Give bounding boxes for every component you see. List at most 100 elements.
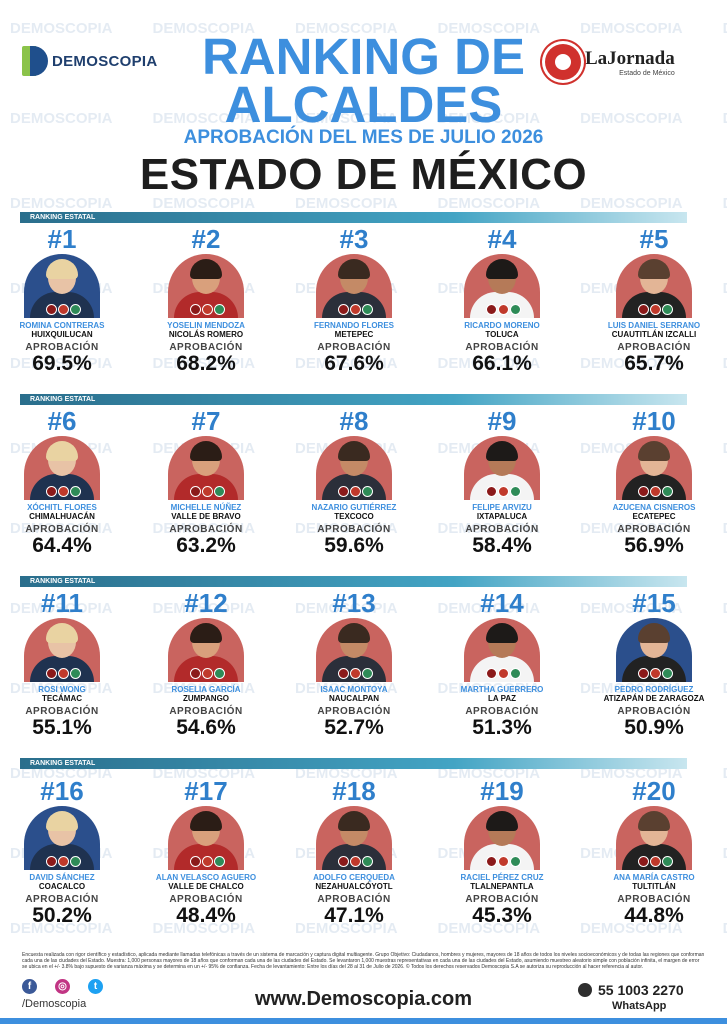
- party-badge-icon: [510, 668, 521, 679]
- mayor-name: ALAN VELASCO AGUERO: [155, 873, 257, 882]
- rank-number: #9: [487, 406, 517, 436]
- party-badge-icon: [70, 304, 81, 315]
- municipality-name: NAUCALPAN: [328, 694, 380, 703]
- mayor-photo: [24, 436, 100, 500]
- approval-label: APROBACIÓN: [617, 524, 691, 535]
- party-badge-icon: [202, 856, 213, 867]
- mayor-card: #2 YOSELIN MENDOZA NICOLÁS ROMERO APROBACIÓ…: [136, 224, 276, 394]
- mayor-card: #3 FERNANDO FLORES METEPEC APROBACIÓN 67.6%: [284, 224, 424, 394]
- mayor-name: RICARDO MORENO: [464, 321, 540, 330]
- approval-label: APROBACIÓN: [169, 524, 243, 535]
- sun-icon: [545, 44, 581, 80]
- mayor-name: FELIPE ARVIZU: [472, 503, 532, 512]
- party-badge-icon: [190, 668, 201, 679]
- party-badge-icon: [362, 486, 373, 497]
- demoscopia-logo-icon: [22, 46, 48, 76]
- party-badge-icon: [662, 856, 673, 867]
- mayor-photo: [168, 254, 244, 318]
- page-subtitle: APROBACIÓN DEL MES DE JULIO 2026: [183, 127, 544, 148]
- approval-percentage: 45.3%: [472, 904, 532, 927]
- party-badge-icon: [638, 304, 649, 315]
- section-label: RANKING ESTATAL: [30, 214, 96, 221]
- mayor-card: #6 XÓCHITL FLORES CHIMALHUACÁN APROBACIÓN 64…: [0, 406, 132, 576]
- mayor-card: #5 LUIS DANIEL SERRANO CUAUTITLÁN IZCALLI A…: [584, 224, 724, 394]
- party-badge-icon: [58, 856, 69, 867]
- whatsapp-contact[interactable]: 55 1003 2270: [578, 982, 684, 998]
- party-badge-icon: [362, 668, 373, 679]
- municipality-name: TULTITLÁN: [632, 882, 676, 891]
- party-badge-icon: [498, 486, 509, 497]
- municipality-name: TOLUCA: [485, 330, 519, 339]
- mayor-card: #17 ALAN VELASCO AGUERO VALLE DE CHALCO APR…: [136, 776, 276, 946]
- party-badge-icon: [214, 856, 225, 867]
- mayor-name: MICHELLE NÚÑEZ: [170, 503, 242, 512]
- mayor-card: #4 RICARDO MORENO TOLUCA APROBACIÓN 66.1%: [432, 224, 572, 394]
- rank-number: #3: [339, 224, 369, 254]
- section-bar: RANKING ESTATAL: [20, 758, 687, 769]
- municipality-name: VALLE DE BRAVO: [171, 512, 241, 521]
- mayor-name: MARTHA GUERRERO: [460, 685, 544, 694]
- la-jornada-logo[interactable]: LaJornada Estado de México: [545, 44, 675, 80]
- party-badge-icon: [350, 668, 361, 679]
- mayor-photo: [24, 254, 100, 318]
- municipality-name: ZUMPANGO: [182, 694, 230, 703]
- approval-percentage: 63.2%: [176, 534, 236, 557]
- approval-percentage: 67.6%: [324, 352, 384, 375]
- instagram-icon[interactable]: ◎: [55, 979, 70, 994]
- demoscopia-logo[interactable]: DEMOSCOPIA: [22, 46, 158, 76]
- approval-percentage: 69.5%: [32, 352, 92, 375]
- party-badge-icon: [46, 304, 57, 315]
- social-handle[interactable]: /Demoscopia: [22, 998, 87, 1010]
- approval-label: APROBACIÓN: [25, 706, 99, 717]
- approval-percentage: 50.2%: [32, 904, 92, 927]
- mayor-photo: [616, 618, 692, 682]
- party-badge-icon: [190, 486, 201, 497]
- party-badge-icon: [70, 668, 81, 679]
- approval-percentage: 66.1%: [472, 352, 532, 375]
- mayor-name: ANA MARÍA CASTRO: [613, 873, 695, 882]
- rank-number: #1: [47, 224, 77, 254]
- municipality-name: LA PAZ: [488, 694, 516, 703]
- party-badge-icon: [350, 486, 361, 497]
- party-badge-icon: [362, 304, 373, 315]
- party-badge-icon: [510, 486, 521, 497]
- approval-label: APROBACIÓN: [317, 894, 391, 905]
- facebook-icon[interactable]: f: [22, 979, 37, 994]
- mayor-photo: [316, 254, 392, 318]
- party-badge-icon: [486, 486, 497, 497]
- approval-label: APROBACIÓN: [617, 342, 691, 353]
- mayor-name: XÓCHITL FLORES: [27, 503, 97, 512]
- municipality-name: ATIZAPÁN DE ZARAGOZA: [603, 694, 705, 703]
- rank-number: #16: [40, 776, 84, 806]
- mayor-photo: [316, 618, 392, 682]
- rank-number: #20: [632, 776, 676, 806]
- approval-percentage: 56.9%: [624, 534, 684, 557]
- mayor-photo: [316, 436, 392, 500]
- party-badge-icon: [190, 304, 201, 315]
- mayor-photo: [616, 254, 692, 318]
- website-link[interactable]: www.Demoscopia.com: [254, 988, 473, 1010]
- mayor-card: #7 MICHELLE NÚÑEZ VALLE DE BRAVO APROBACIÓN…: [136, 406, 276, 576]
- party-badge-icon: [486, 668, 497, 679]
- municipality-name: VALLE DE CHALCO: [168, 882, 244, 891]
- rank-number: #17: [184, 776, 228, 806]
- whatsapp-label: WhatsApp: [612, 1000, 667, 1012]
- approval-label: APROBACIÓN: [25, 342, 99, 353]
- municipality-name: ECATEPEC: [632, 512, 676, 521]
- rank-number: #12: [184, 588, 228, 618]
- mayor-name: AZUCENA CISNEROS: [612, 503, 696, 512]
- party-badge-icon: [498, 668, 509, 679]
- mayor-photo: [316, 806, 392, 870]
- social-links: f ◎ t: [22, 979, 103, 994]
- approval-label: APROBACIÓN: [317, 342, 391, 353]
- twitter-icon[interactable]: t: [88, 979, 103, 994]
- approval-percentage: 52.7%: [324, 716, 384, 739]
- mayor-name: FERNANDO FLORES: [314, 321, 394, 330]
- party-badge-icon: [638, 668, 649, 679]
- approval-percentage: 51.3%: [472, 716, 532, 739]
- municipality-name: COACALCO: [38, 882, 86, 891]
- rank-number: #15: [632, 588, 676, 618]
- rank-number: #4: [487, 224, 517, 254]
- approval-label: APROBACIÓN: [317, 706, 391, 717]
- party-badge-icon: [202, 668, 213, 679]
